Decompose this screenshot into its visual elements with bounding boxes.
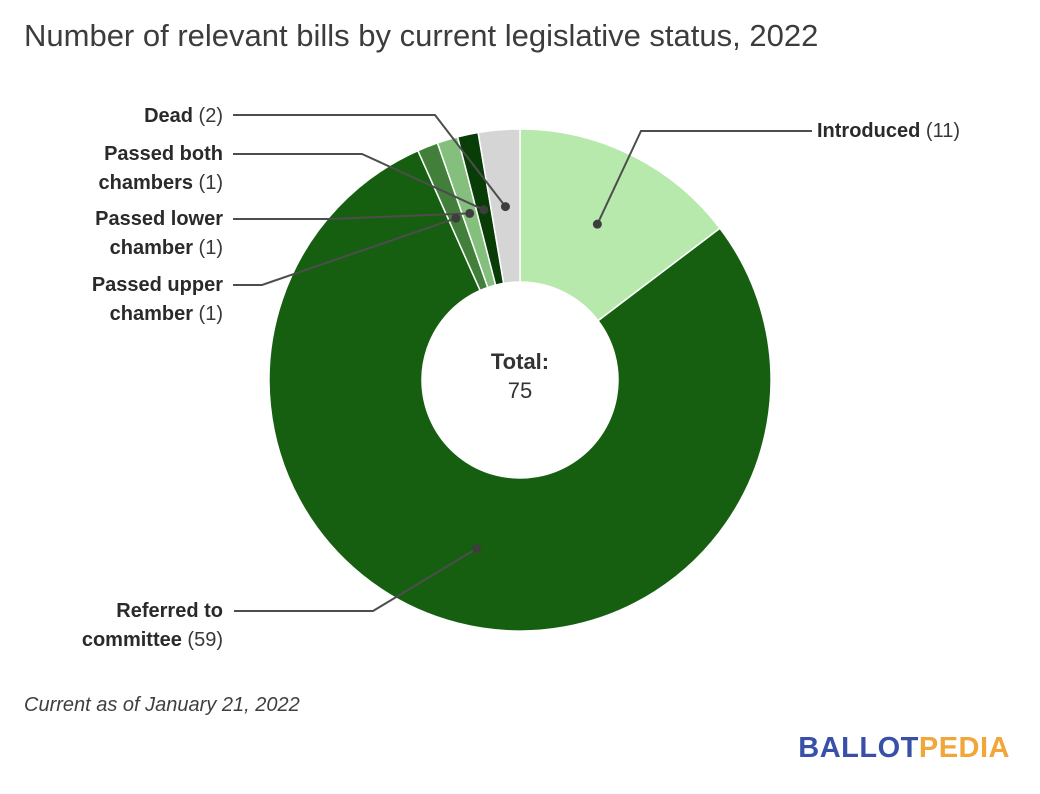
total-title: Total: <box>490 349 550 374</box>
slice-label-text: Passed lower chamber <box>95 208 223 259</box>
total-value: 75 <box>507 378 533 403</box>
pie-slice-introduced[interactable] <box>519 128 721 322</box>
leader-lines <box>233 114 812 612</box>
ballotpedia-logo: BALLOTPEDIA <box>798 732 1010 765</box>
leader-line-introduced <box>596 130 812 225</box>
slice-label-introduced: Introduced (11) <box>817 117 960 146</box>
leader-line-passed-upper-chamber <box>233 217 457 286</box>
slice-label-count: (1) <box>198 237 223 259</box>
slice-label-text: Passed upper chamber <box>91 274 223 325</box>
slice-label-count: (1) <box>198 303 223 325</box>
pie-slice-dead[interactable] <box>477 128 521 285</box>
leader-dots <box>451 202 602 554</box>
slice-label-text: Passed both chambers <box>98 143 223 194</box>
leader-dot-passed-lower-chamber <box>465 208 475 218</box>
slice-label-text: Referred to committee <box>81 600 223 651</box>
leader-line-passed-lower-chamber <box>233 212 470 220</box>
slice-label-count: (2) <box>198 105 223 127</box>
slice-label-count: (1) <box>198 172 223 194</box>
leader-dot-introduced <box>592 219 602 229</box>
slice-label-text: Introduced <box>817 120 921 142</box>
logo-ballot-text: BALLOT <box>798 732 919 764</box>
leader-line-dead <box>233 114 507 208</box>
slice-label-passed-both-chambers: Passed both chambers (1) <box>89 140 223 198</box>
leader-dot-passed-upper-chamber <box>451 213 461 223</box>
slice-label-dead: Dead (2) <box>144 102 223 131</box>
slice-label-count: (11) <box>925 120 960 142</box>
leader-dot-referred-to-committee <box>472 544 482 554</box>
donut-center-label: Total: 75 <box>420 347 620 405</box>
slice-label-text: Dead <box>144 105 193 127</box>
slice-label-passed-upper-chamber: Passed upper chamber (1) <box>87 271 223 329</box>
slice-label-referred-to-committee: Referred to committee (59) <box>53 597 223 655</box>
leader-line-referred-to-committee <box>234 547 478 612</box>
logo-pedia-text: PEDIA <box>918 732 1010 764</box>
chart-title: Number of relevant bills by current legi… <box>24 18 819 53</box>
slice-label-count: (59) <box>187 629 223 651</box>
slice-label-passed-lower-chamber: Passed lower chamber (1) <box>87 205 223 263</box>
leader-line-passed-both-chambers <box>233 153 485 211</box>
leader-dot-dead <box>500 202 510 212</box>
footnote: Current as of January 21, 2022 <box>24 694 300 716</box>
leader-dot-passed-both-chambers <box>479 205 489 215</box>
pie-slice-referred-to-committee[interactable] <box>268 149 772 632</box>
